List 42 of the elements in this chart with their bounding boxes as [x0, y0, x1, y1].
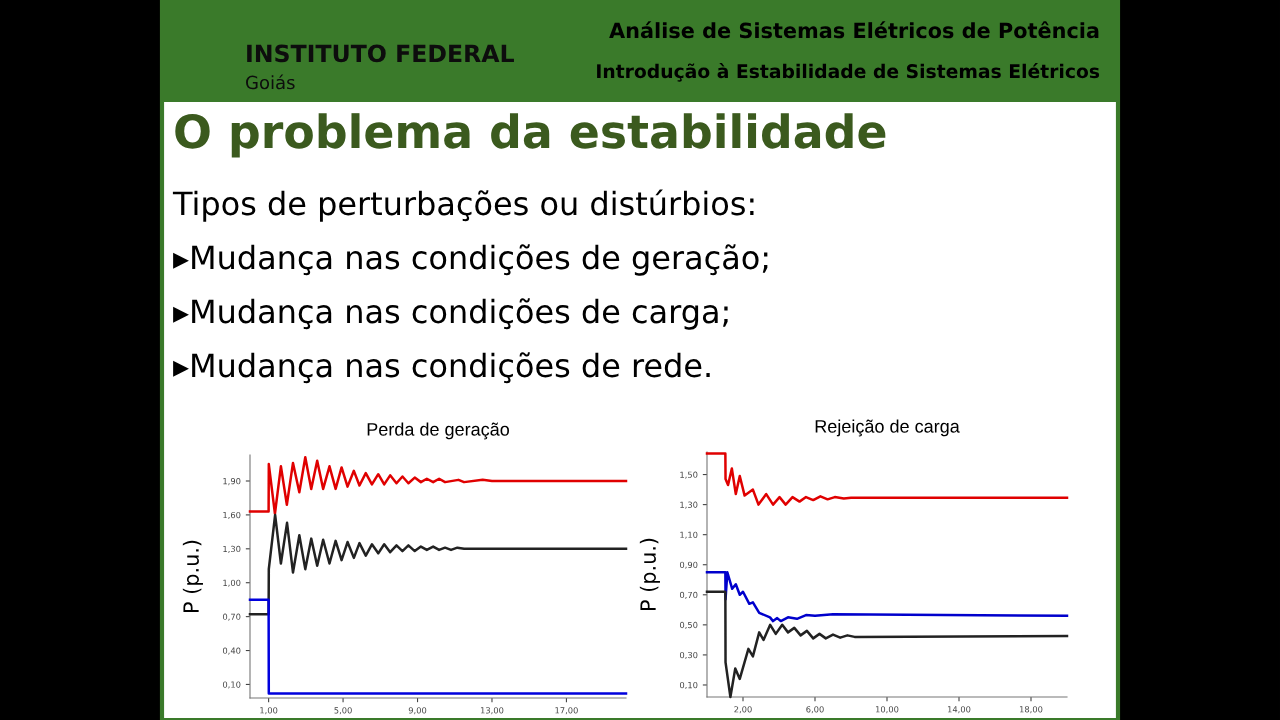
text: ▸Mudança nas condições de geração; [173, 244, 768, 276]
x-tick-label: 10,00 [875, 706, 899, 714]
y-tick-label: 0,90 [679, 561, 698, 569]
line-series [248, 456, 628, 516]
text: Introdução à Estabilidade de Sistemas Elétricos [597, 63, 1100, 82]
x-tick-label: 13,00 [480, 707, 504, 715]
x-tick-label: 1,00 [260, 707, 278, 715]
x-tick-label: 9,00 [408, 707, 427, 715]
text: ▸Mudança nas condições de rede. [173, 352, 710, 384]
y-tick-label: 0,10 [222, 681, 241, 689]
x-tick-label: 17,00 [555, 707, 578, 715]
y-tick-label: 1,30 [680, 501, 698, 509]
y-tick-label: 0,30 [679, 651, 698, 660]
line-series [705, 452, 1069, 506]
text: Tipos de perturbações ou distúrbios: [172, 189, 754, 222]
y-tick-label: 0,70 [222, 613, 241, 621]
x-tick-label: 5,00 [334, 707, 352, 715]
y-tick-label: 1,50 [680, 471, 698, 479]
y-axis-title: P (p.u.) [182, 540, 203, 613]
x-tick-label: 14,00 [947, 706, 971, 714]
y-tick-label: 1,60 [223, 511, 241, 520]
y-tick-label: 1,90 [223, 477, 241, 486]
text: O problema da estabilidade [175, 113, 886, 158]
y-axis-title: P (p.u.) [639, 538, 660, 611]
y-tick-label: 1,00 [223, 579, 241, 587]
y-tick-label: 0,50 [679, 621, 698, 629]
text: Análise de Sistemas Elétricos de Potência [609, 21, 1099, 39]
line-series [248, 513, 628, 616]
x-tick-label: 18,00 [1019, 706, 1043, 714]
y-tick-label: 1,30 [223, 545, 241, 553]
y-tick-label: 0,70 [679, 591, 698, 599]
text: Goiás [246, 74, 295, 90]
y-tick-label: 0,10 [679, 681, 698, 690]
text: ▸Mudança nas condições de carga; [173, 298, 728, 330]
x-tick-label: 2,00 [734, 706, 752, 714]
y-tick-label: 0,40 [222, 647, 241, 655]
text: INSTITUTO FEDERAL [247, 44, 514, 63]
chart-title: Rejeição de carga [815, 419, 960, 437]
y-tick-label: 1,10 [680, 531, 698, 539]
chart-title: Perda de geração [367, 422, 510, 440]
line-series [705, 571, 1069, 623]
x-tick-label: 6,00 [806, 706, 824, 714]
